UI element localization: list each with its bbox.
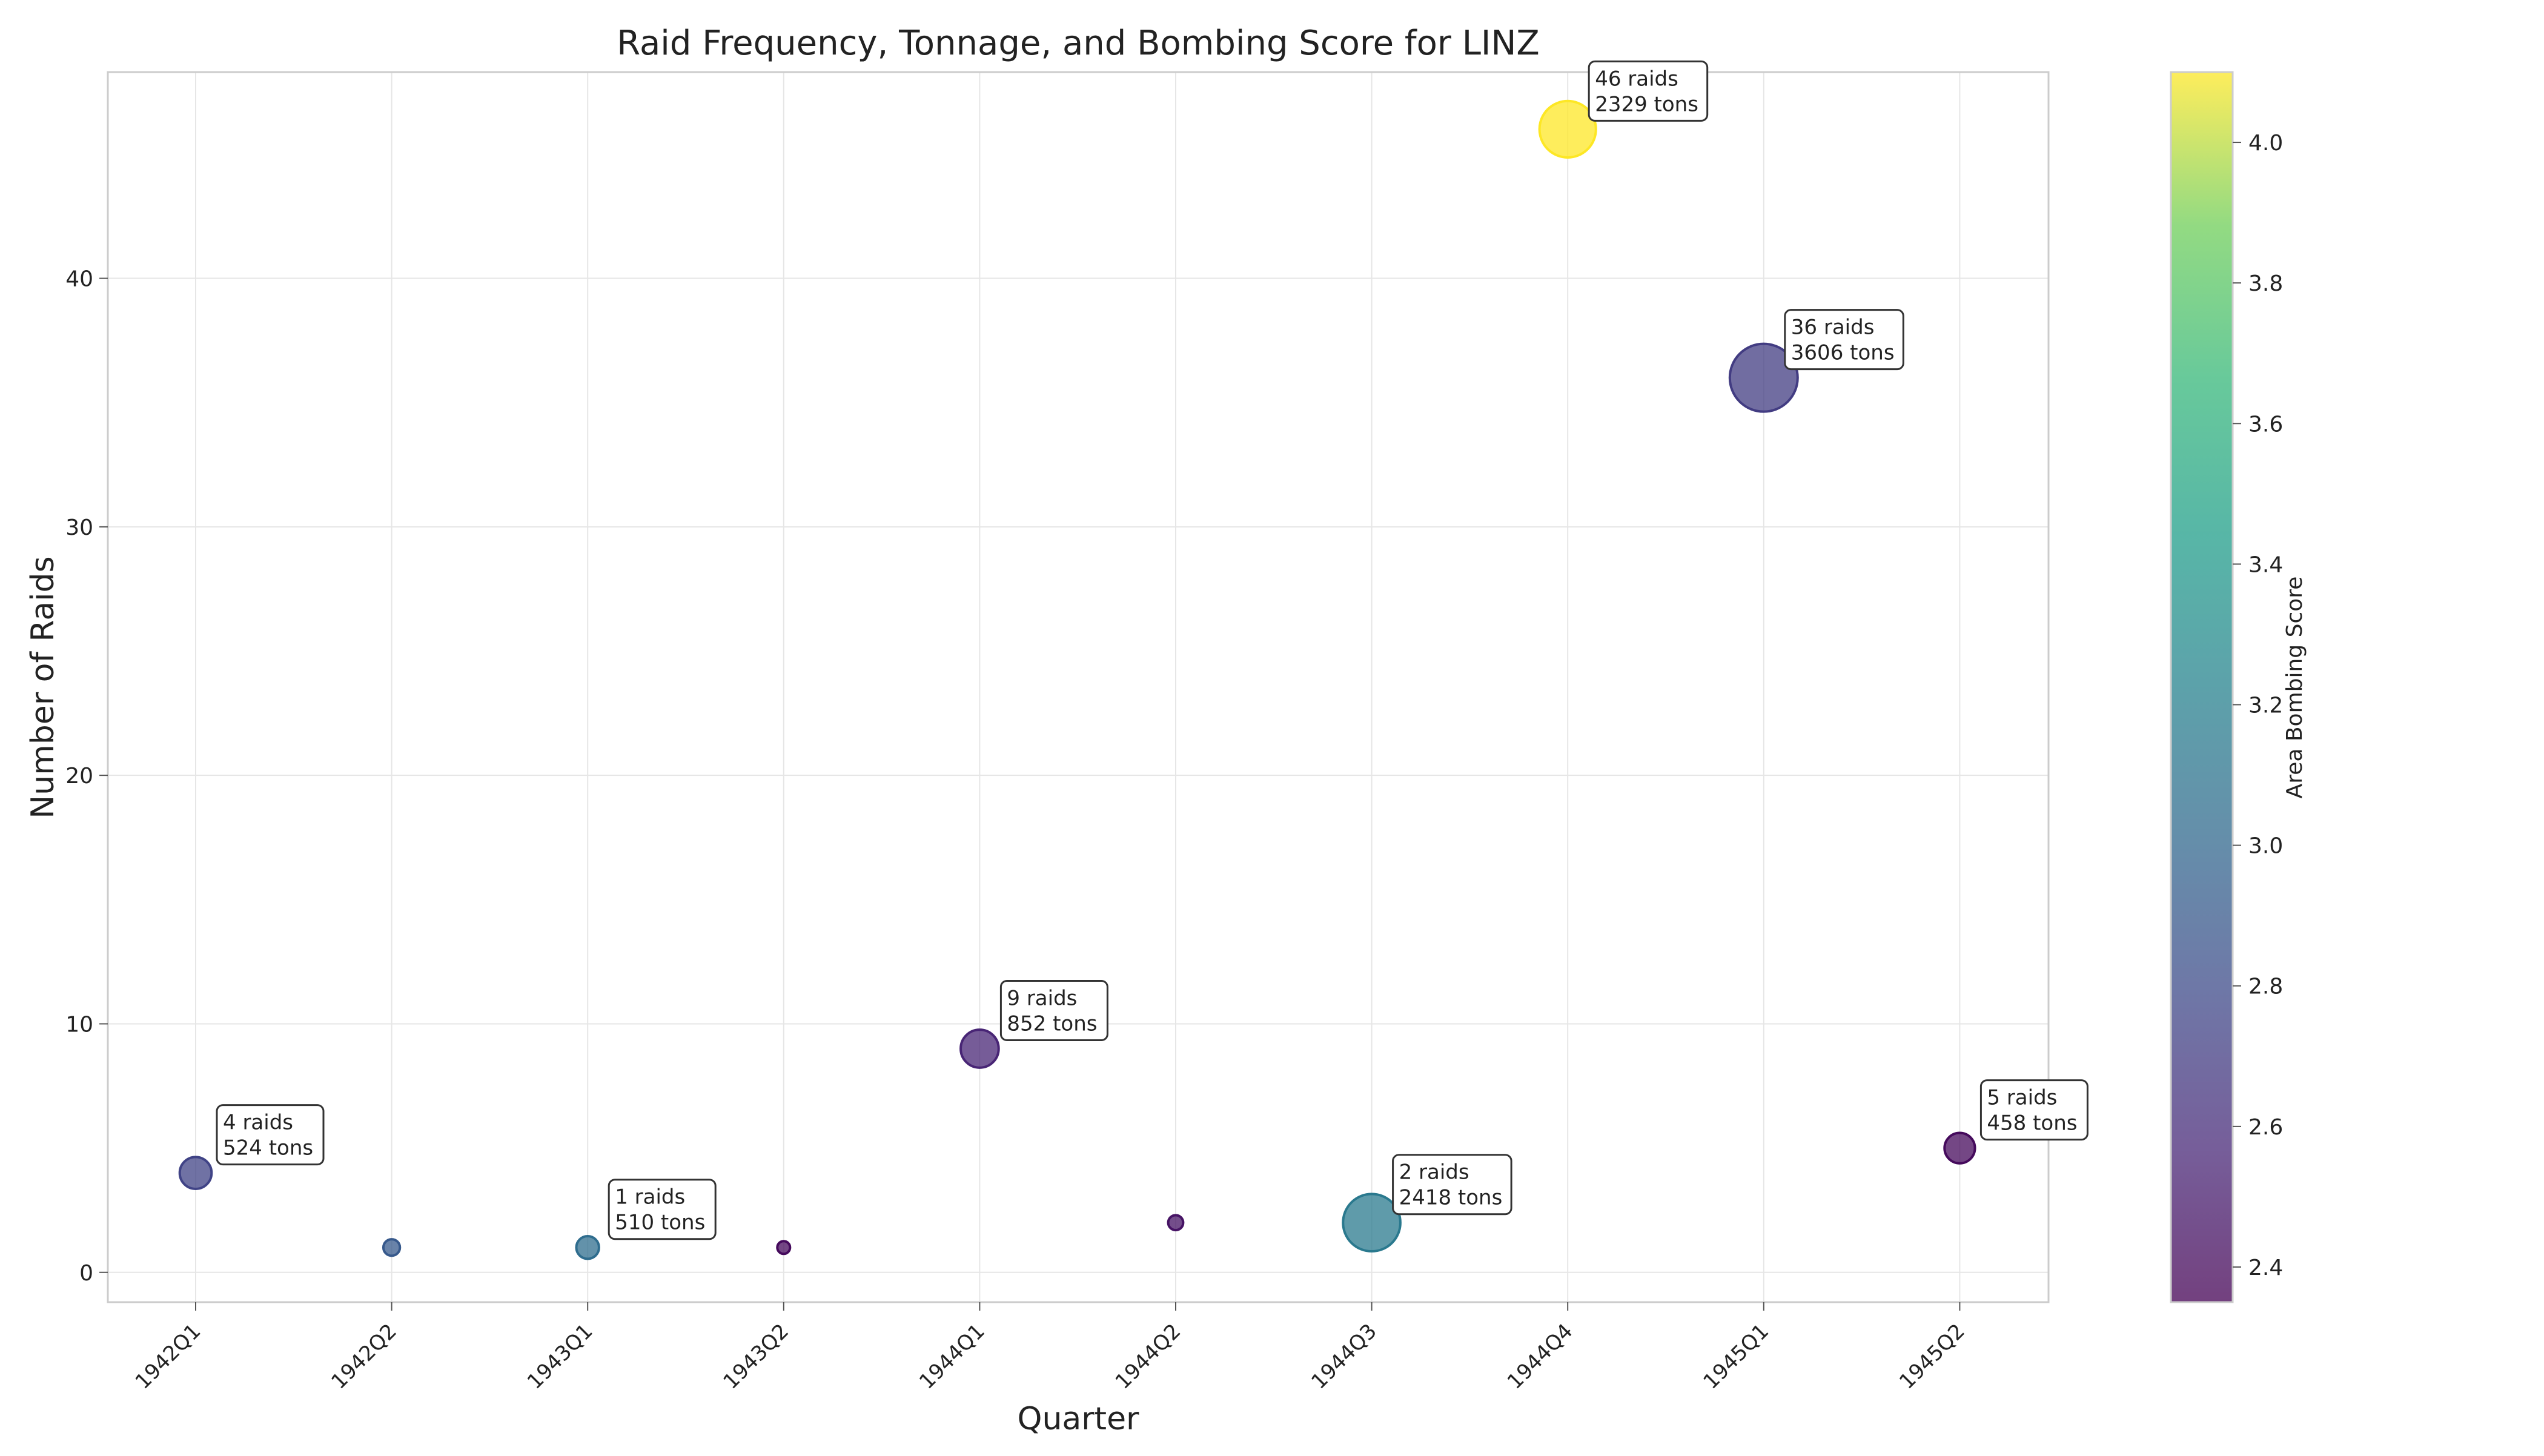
colorbar-tick-label: 3.0	[2248, 834, 2283, 859]
data-point-1945Q1	[1728, 342, 1799, 413]
colorbar-tick-label: 2.4	[2248, 1256, 2283, 1280]
y-axis-label: Number of Raids	[25, 556, 61, 818]
annotation-raids: 1 raids	[615, 1185, 685, 1209]
x-tick-label: 1945Q1	[1698, 1319, 1774, 1394]
colorbar-tick-label: 3.2	[2248, 693, 2283, 718]
annotation-box	[1392, 1154, 1512, 1216]
x-tick-label: 1942Q1	[131, 1319, 206, 1394]
data-point-1943Q1	[575, 1235, 600, 1260]
colorbar-tick-label: 3.8	[2248, 271, 2283, 296]
colorbar-tick-label: 3.4	[2248, 552, 2283, 577]
data-point-1944Q4	[1538, 99, 1597, 159]
annotation-raids: 2 raids	[1399, 1160, 1469, 1185]
data-point-1942Q2	[382, 1238, 402, 1257]
annotation-raids: 46 raids	[1595, 67, 1678, 91]
colorbar-tick-label: 3.6	[2248, 412, 2283, 437]
annotation-box	[1979, 1079, 2089, 1141]
y-tick-label: 40	[65, 267, 93, 292]
x-tick-label: 1944Q2	[1111, 1319, 1186, 1394]
annotation-tons: 458 tons	[1987, 1111, 2077, 1136]
annotation-tons: 510 tons	[615, 1211, 705, 1235]
x-tick-label: 1943Q1	[523, 1319, 598, 1394]
annotation-box	[608, 1179, 717, 1240]
grid	[108, 72, 2049, 1302]
annotation-box	[1588, 60, 1709, 122]
x-axis-ticks: 1942Q1 1942Q2 1943Q1 1943Q2 1944Q1 1944Q2 1944…	[131, 1302, 1970, 1394]
y-tick-label: 0	[79, 1261, 93, 1286]
annotation-raids: 4 raids	[223, 1111, 293, 1135]
data-point-1944Q3	[1342, 1193, 1402, 1253]
data-point-1945Q2	[1943, 1131, 1976, 1165]
y-tick-label: 20	[65, 764, 93, 789]
x-tick-label: 1944Q1	[915, 1319, 990, 1394]
y-axis-ticks: 0 10 20 30 40	[65, 267, 108, 1286]
annotation-tons: 3606 tons	[1791, 341, 1895, 365]
data-point-1944Q1	[959, 1028, 1000, 1069]
data-point-1943Q2	[776, 1240, 792, 1256]
colorbar-label: Area Bombing Score	[2282, 577, 2307, 799]
x-tick-label: 1943Q2	[718, 1319, 793, 1394]
annotation-raids: 5 raids	[1987, 1086, 2057, 1110]
annotation-box	[1784, 309, 1904, 371]
x-tick-label: 1944Q4	[1503, 1319, 1578, 1394]
annotation-tons: 2418 tons	[1399, 1186, 1503, 1210]
data-point-1944Q2	[1167, 1214, 1185, 1232]
colorbar-ticks: 2.4 2.6 2.8 3.0 3.2 3.4 3.6 3.8 4.0	[2233, 131, 2283, 1280]
annotation-raids: 36 raids	[1791, 316, 1875, 340]
chart-title: Raid Frequency, Tonnage, and Bombing Sco…	[617, 24, 1539, 63]
colorbar	[2170, 71, 2234, 1303]
plot-frame	[107, 71, 2050, 1303]
y-tick-label: 30	[65, 515, 93, 540]
x-tick-label: 1944Q3	[1307, 1319, 1382, 1394]
annotation-box	[216, 1104, 325, 1166]
x-tick-label: 1942Q2	[326, 1319, 402, 1394]
colorbar-tick-label: 4.0	[2248, 131, 2283, 156]
colorbar-tick-label: 2.8	[2248, 975, 2283, 999]
x-axis-label: Quarter	[1018, 1401, 1140, 1437]
x-tick-label: 1945Q2	[1895, 1319, 1970, 1394]
annotation-tons: 524 tons	[223, 1136, 313, 1160]
annotation-box	[999, 979, 1108, 1041]
annotation-tons: 852 tons	[1007, 1011, 1097, 1036]
annotation-raids: 9 raids	[1007, 986, 1077, 1010]
annotation-tons: 2329 tons	[1595, 92, 1698, 116]
y-tick-label: 10	[65, 1012, 93, 1037]
colorbar-tick-label: 2.6	[2248, 1115, 2283, 1140]
data-points	[178, 99, 1976, 1260]
data-point-1942Q1	[178, 1156, 213, 1190]
